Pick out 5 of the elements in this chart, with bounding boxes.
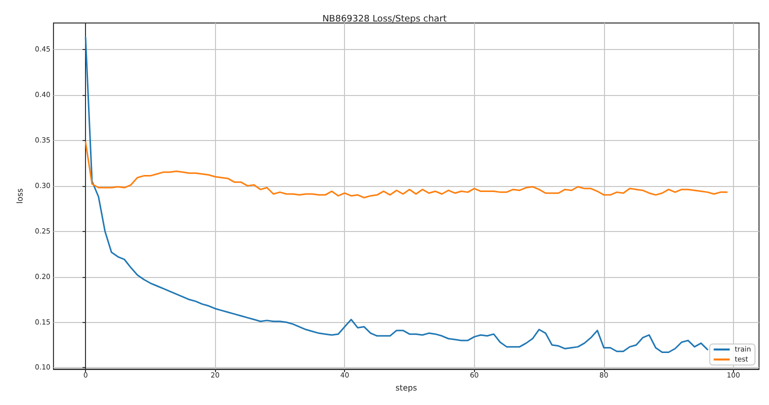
line-series bbox=[84, 141, 728, 198]
y-axis-title: loss bbox=[16, 188, 24, 204]
line-series bbox=[84, 36, 708, 354]
chart-title: NB869328 Loss/Steps chart bbox=[322, 14, 448, 24]
x-axis-title: steps bbox=[396, 384, 417, 392]
